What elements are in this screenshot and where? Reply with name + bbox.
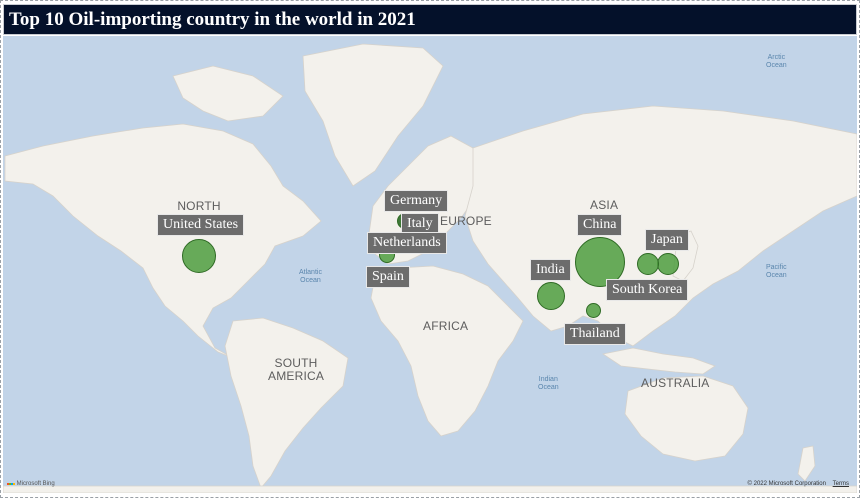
landmass-new-zealand — [797, 445, 816, 482]
ocean-label-indian: Indian Ocean — [538, 376, 559, 391]
label-south-korea: South Korea — [606, 279, 689, 301]
label-netherlands: Netherlands — [367, 232, 447, 254]
bubble-thailand[interactable] — [586, 303, 601, 318]
bubble-india[interactable] — [537, 282, 565, 310]
bubble-south-korea[interactable] — [637, 253, 659, 275]
landmass-africa — [370, 265, 524, 437]
map-attribution: © 2022 Microsoft Corporation Terms — [748, 481, 849, 487]
region-label-africa: AFRICA — [423, 319, 469, 333]
landmass-maritime-se-asia — [601, 347, 716, 375]
label-germany: Germany — [384, 190, 449, 212]
landmass-north-america — [4, 123, 322, 359]
landmass-australia — [624, 375, 749, 462]
label-italy: Italy — [401, 213, 439, 235]
ocean-label-pacific: Pacific Ocean — [766, 264, 787, 279]
label-thailand: Thailand — [564, 323, 626, 345]
map-canvas[interactable]: NORTH AMERICA SOUTH AMERICA EUROPE AFRIC… — [3, 36, 857, 493]
chart-title: Top 10 Oil-importing country in the worl… — [9, 9, 416, 30]
landmass-south-america — [224, 317, 349, 489]
ocean-label-atlantic: Atlantic Ocean — [299, 269, 322, 284]
title-bar: Top 10 Oil-importing country in the worl… — [3, 4, 857, 35]
label-united-states: United States — [157, 214, 245, 236]
landmass-antarctica — [3, 485, 857, 493]
landmass-asia — [464, 105, 857, 347]
landmass-greenland — [302, 43, 444, 187]
label-china: China — [577, 214, 623, 236]
copyright-text: © 2022 Microsoft Corporation — [747, 481, 826, 487]
bubble-united-states[interactable] — [182, 239, 216, 273]
label-india: India — [530, 259, 571, 281]
region-label-europe: EUROPE — [440, 214, 492, 228]
bubble-china[interactable] — [575, 237, 625, 287]
region-label-australia: AUSTRALIA — [641, 376, 710, 390]
label-spain: Spain — [366, 266, 410, 288]
landmass-arctic-islands — [172, 65, 284, 122]
region-label-south-america: SOUTH AMERICA — [268, 356, 325, 383]
ocean-label-arctic: Arctic Ocean — [766, 54, 787, 69]
label-japan: Japan — [645, 229, 689, 251]
terms-link[interactable]: Terms — [832, 481, 849, 487]
bing-logo: Microsoft Bing — [7, 481, 55, 487]
world-basemap — [3, 43, 857, 493]
bubble-japan[interactable] — [657, 253, 679, 275]
region-label-asia: ASIA — [590, 198, 619, 212]
